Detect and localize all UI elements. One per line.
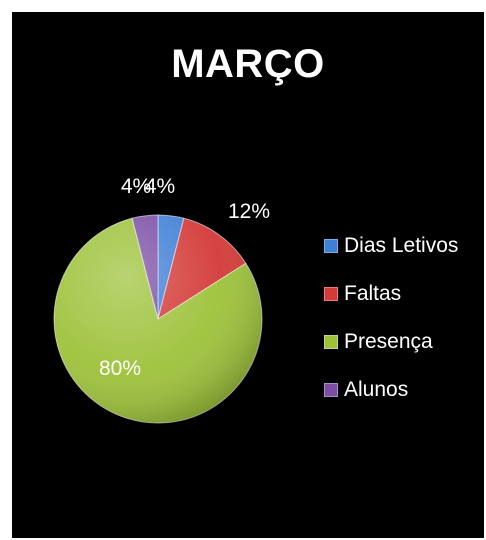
legend-label-faltas: Faltas: [344, 282, 402, 305]
legend-swatch-presenca: [324, 335, 338, 349]
legend-label-presenca: Presença: [344, 330, 433, 353]
legend-swatch-alunos: [324, 383, 338, 397]
legend-swatch-faltas: [324, 287, 338, 301]
data-label-alunos: 4%: [121, 175, 151, 198]
legend-item-presenca: Presença: [324, 330, 458, 354]
data-label-dias-letivos: 4%: [145, 175, 175, 198]
legend-item-dias-letivos: Dias Letivos: [324, 234, 458, 258]
chart-title: MARÇO: [171, 42, 325, 86]
legend-label-alunos: Alunos: [344, 378, 409, 401]
legend-label-dias-letivos: Dias Letivos: [344, 234, 459, 257]
data-label-faltas: 12%: [228, 200, 270, 223]
chart-legend: Dias Letivos Faltas Presença Alunos: [324, 234, 458, 426]
legend-swatch-dias-letivos: [324, 239, 338, 253]
legend-item-faltas: Faltas: [324, 282, 458, 306]
legend-item-alunos: Alunos: [324, 378, 458, 402]
data-label-presenca: 80%: [99, 357, 141, 380]
chart-frame: MARÇO 4% 12% 80% 4% Dias Letivos Faltas Pre…: [12, 12, 484, 538]
